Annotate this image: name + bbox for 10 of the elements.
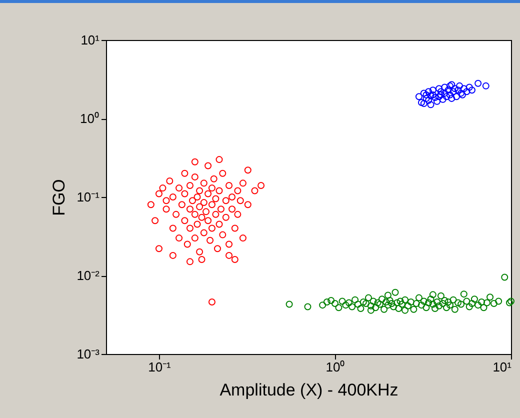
x-tick-label: 10⁻¹	[148, 360, 172, 374]
y-tick-label: 10⁻¹	[76, 190, 100, 204]
y-axis-title: FGO	[50, 179, 69, 216]
x-tick-label: 10⁰	[326, 360, 346, 374]
y-tick-label: 10¹	[80, 32, 100, 48]
x-tick-label: 10¹	[492, 360, 512, 374]
y-tick-label: 10⁻³	[76, 346, 100, 362]
y-tick-label: 10⁻²	[76, 268, 100, 283]
x-axis-title: Amplitude (X) - 400KHz	[220, 380, 398, 400]
y-tick-label: 10⁰	[80, 111, 100, 126]
